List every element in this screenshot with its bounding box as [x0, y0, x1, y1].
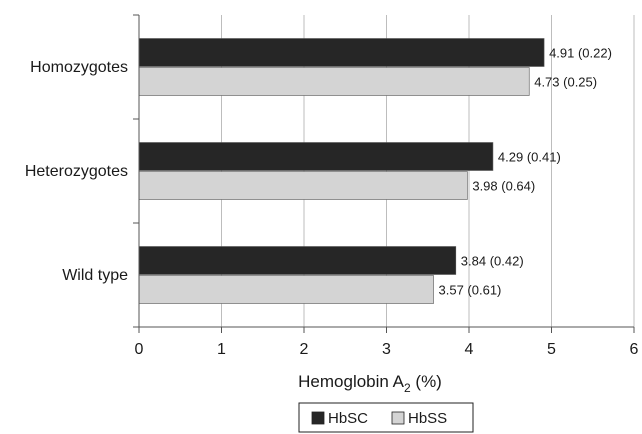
bar-hbss-heterozygotes [138, 171, 468, 200]
legend-label-hbsc: HbSC [328, 410, 368, 427]
legend-swatch-hbss [391, 411, 405, 425]
data-label-hbsc-wild-type: 3.84 (0.42) [461, 254, 524, 269]
data-labels: 4.91 (0.22) 4.73 (0.25) 4.29 (0.41) 3.98 (0… [439, 46, 612, 298]
x-tick-label-3: 3 [382, 341, 391, 358]
category-label-homozygotes: Homozygotes [30, 59, 128, 76]
data-label-hbss-wild-type: 3.57 (0.61) [439, 283, 502, 298]
x-axis-title: Hemoglobin A2 (%) [298, 372, 442, 395]
x-tick-label-4: 4 [465, 341, 474, 358]
axes [133, 14, 635, 333]
bar-hbss-homozygotes [138, 67, 530, 96]
x-tick-label-6: 6 [630, 341, 639, 358]
gridlines [221, 15, 635, 327]
bar-hbsc-homozygotes [138, 38, 545, 67]
bar-hbss-wild-type [138, 275, 434, 304]
category-labels: Homozygotes Heterozygotes Wild type [25, 59, 128, 284]
x-tick-label-5: 5 [547, 341, 556, 358]
legend-label-hbss: HbSS [408, 410, 447, 427]
bar-hbsc-heterozygotes [138, 142, 494, 171]
category-label-heterozygotes: Heterozygotes [25, 163, 128, 180]
category-label-wild-type: Wild type [62, 267, 128, 284]
data-label-hbsc-homozygotes: 4.91 (0.22) [549, 46, 612, 61]
bars [138, 38, 545, 304]
legend: HbSC HbSS [298, 402, 474, 433]
x-tick-label-2: 2 [300, 341, 309, 358]
data-label-hbsc-heterozygotes: 4.29 (0.41) [498, 150, 561, 165]
data-label-hbss-heterozygotes: 3.98 (0.64) [472, 179, 535, 194]
legend-swatch-hbsc [311, 411, 325, 425]
bar-hbsc-wild-type [138, 246, 457, 275]
x-tick-label-1: 1 [217, 341, 226, 358]
x-tick-label-0: 0 [135, 341, 144, 358]
legend-box [298, 402, 474, 433]
data-label-hbss-homozygotes: 4.73 (0.25) [534, 75, 597, 90]
tick-labels: 0 1 2 3 4 5 6 [135, 341, 639, 358]
